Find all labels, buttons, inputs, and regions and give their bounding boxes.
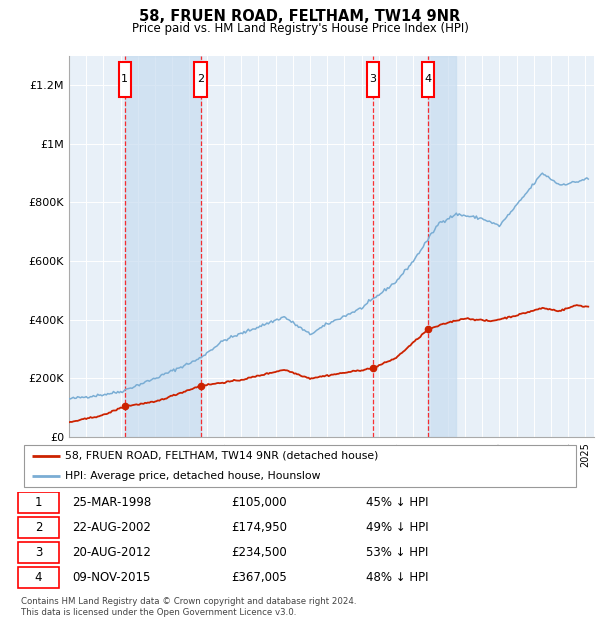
Text: 4: 4 <box>425 74 431 84</box>
Bar <box>125 56 200 437</box>
Text: £234,500: £234,500 <box>231 546 287 559</box>
FancyBboxPatch shape <box>422 61 434 97</box>
Text: 20-AUG-2012: 20-AUG-2012 <box>73 546 151 559</box>
FancyBboxPatch shape <box>18 492 59 513</box>
Text: 22-AUG-2002: 22-AUG-2002 <box>73 521 151 534</box>
Text: 45% ↓ HPI: 45% ↓ HPI <box>366 496 429 509</box>
FancyBboxPatch shape <box>367 61 379 97</box>
Text: Price paid vs. HM Land Registry's House Price Index (HPI): Price paid vs. HM Land Registry's House … <box>131 22 469 35</box>
Text: 48% ↓ HPI: 48% ↓ HPI <box>366 571 429 584</box>
Text: 3: 3 <box>35 546 42 559</box>
Text: 49% ↓ HPI: 49% ↓ HPI <box>366 521 429 534</box>
Text: Contains HM Land Registry data © Crown copyright and database right 2024.
This d: Contains HM Land Registry data © Crown c… <box>21 598 356 617</box>
Text: £105,000: £105,000 <box>231 496 287 509</box>
Text: 09-NOV-2015: 09-NOV-2015 <box>73 571 151 584</box>
FancyBboxPatch shape <box>119 61 131 97</box>
Text: 25-MAR-1998: 25-MAR-1998 <box>73 496 152 509</box>
Text: HPI: Average price, detached house, Hounslow: HPI: Average price, detached house, Houn… <box>65 471 321 481</box>
Text: 1: 1 <box>121 74 128 84</box>
Text: 2: 2 <box>197 74 204 84</box>
Text: 3: 3 <box>369 74 376 84</box>
Bar <box>428 56 456 437</box>
Text: 53% ↓ HPI: 53% ↓ HPI <box>366 546 428 559</box>
FancyBboxPatch shape <box>24 445 576 487</box>
FancyBboxPatch shape <box>18 516 59 538</box>
FancyBboxPatch shape <box>18 567 59 588</box>
Text: £174,950: £174,950 <box>231 521 287 534</box>
Text: £367,005: £367,005 <box>231 571 287 584</box>
Text: 4: 4 <box>35 571 42 584</box>
Text: 1: 1 <box>35 496 42 509</box>
Text: 2: 2 <box>35 521 42 534</box>
Text: 58, FRUEN ROAD, FELTHAM, TW14 9NR: 58, FRUEN ROAD, FELTHAM, TW14 9NR <box>139 9 461 24</box>
FancyBboxPatch shape <box>194 61 206 97</box>
Text: 58, FRUEN ROAD, FELTHAM, TW14 9NR (detached house): 58, FRUEN ROAD, FELTHAM, TW14 9NR (detac… <box>65 451 379 461</box>
FancyBboxPatch shape <box>18 542 59 563</box>
